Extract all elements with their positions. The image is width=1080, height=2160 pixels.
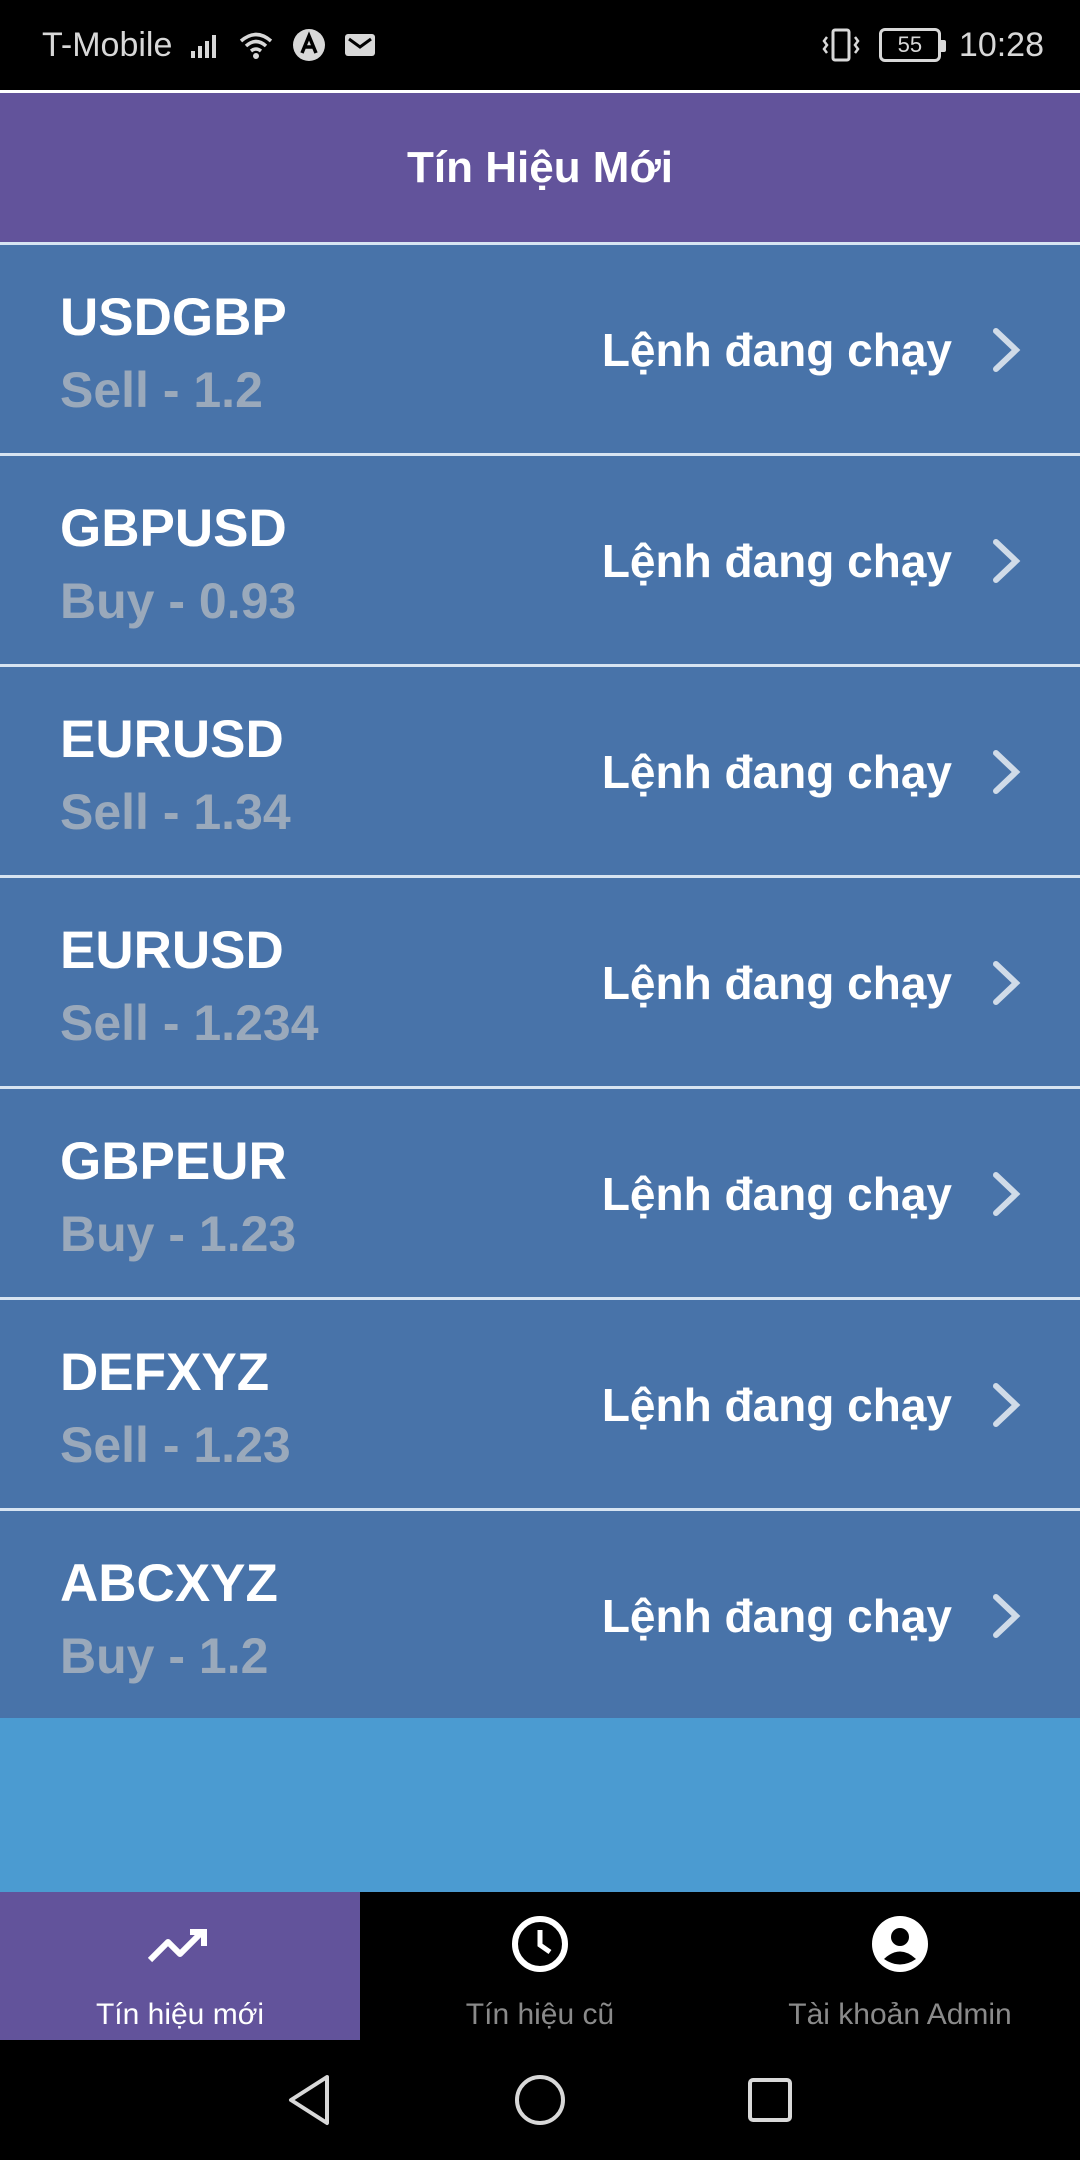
signal-pair: USDGBP [60, 288, 287, 347]
account-icon [868, 1912, 932, 1976]
tab-admin-account[interactable]: Tài khoản Admin [720, 1892, 1080, 2040]
signal-status: Lệnh đang chạy [601, 324, 952, 376]
signal-pair: EURUSD [60, 710, 284, 769]
vibrate-icon [821, 28, 861, 62]
tab-label: Tài khoản Admin [788, 1998, 1012, 2031]
carrier-label: T-Mobile [42, 25, 173, 64]
home-icon[interactable] [510, 2070, 570, 2130]
signal-detail: Sell - 1.234 [60, 995, 319, 1051]
signal-status: Lệnh đang chạy [601, 957, 952, 1009]
status-bar: T-Mobile 55 10:28 [0, 0, 1080, 90]
signal-detail: Buy - 0.93 [60, 573, 297, 629]
back-icon[interactable] [280, 2070, 340, 2130]
chevron-right-icon [993, 1172, 1021, 1216]
signal-detail: Sell - 1.23 [60, 1417, 291, 1473]
chevron-right-icon [993, 328, 1021, 372]
chevron-right-icon [993, 961, 1021, 1005]
clock-icon [508, 1912, 572, 1976]
signal-status: Lệnh đang chạy [601, 746, 952, 798]
signal-row[interactable]: EURUSD Sell - 1.34 Lệnh đang chạy [0, 664, 1080, 875]
battery-level: 55 [897, 32, 923, 57]
signal-pair: DEFXYZ [60, 1343, 270, 1402]
mail-icon [344, 31, 376, 59]
chevron-right-icon [993, 539, 1021, 583]
signal-row[interactable]: GBPUSD Buy - 0.93 Lệnh đang chạy [0, 453, 1080, 664]
battery-icon: 55 [878, 28, 946, 62]
signal-status: Lệnh đang chạy [601, 1168, 952, 1220]
system-nav-bar [0, 2040, 1080, 2160]
signal-pair: EURUSD [60, 921, 284, 980]
signal-row[interactable]: DEFXYZ Sell - 1.23 Lệnh đang chạy [0, 1297, 1080, 1508]
chevron-right-icon [993, 1594, 1021, 1638]
tab-label: Tín hiệu cũ [465, 1998, 615, 2031]
signal-status: Lệnh đang chạy [601, 535, 952, 587]
signal-detail: Sell - 1.34 [60, 784, 291, 840]
signal-detail: Buy - 1.23 [60, 1206, 297, 1262]
signal-detail: Buy - 1.2 [60, 1628, 269, 1684]
signal-list[interactable]: USDGBP Sell - 1.2 Lệnh đang chạy GBPUSD … [0, 242, 1080, 1892]
chevron-right-icon [993, 750, 1021, 794]
signal-detail: Sell - 1.2 [60, 362, 263, 418]
signal-row[interactable]: USDGBP Sell - 1.2 Lệnh đang chạy [0, 242, 1080, 453]
app-a-icon [292, 28, 326, 62]
signal-pair: GBPUSD [60, 499, 287, 558]
signal-row[interactable]: GBPEUR Buy - 1.23 Lệnh đang chạy [0, 1086, 1080, 1297]
page-title: Tín Hiệu Mới [407, 142, 673, 192]
bottom-tab-bar: Tín hiệu mới Tín hiệu cũ Tài khoản Admin [0, 1892, 1080, 2040]
signal-pair: GBPEUR [60, 1132, 287, 1191]
signal-status: Lệnh đang chạy [601, 1590, 952, 1642]
signal-pair: ABCXYZ [60, 1554, 278, 1613]
clock-time: 10:28 [958, 25, 1044, 64]
status-right: 55 10:28 [821, 26, 1044, 65]
app-header: Tín Hiệu Mới [0, 90, 1080, 242]
wifi-icon [238, 30, 274, 60]
tab-new-signals[interactable]: Tín hiệu mới [0, 1892, 360, 2040]
signal-status: Lệnh đang chạy [601, 1379, 952, 1431]
signal-row[interactable]: EURUSD Sell - 1.234 Lệnh đang chạy [0, 875, 1080, 1086]
trending-up-icon [148, 1912, 212, 1976]
status-left: T-Mobile [42, 26, 376, 65]
chevron-right-icon [993, 1383, 1021, 1427]
signal-row[interactable]: ABCXYZ Buy - 1.2 Lệnh đang chạy [0, 1508, 1080, 1718]
recents-icon[interactable] [740, 2070, 800, 2130]
signal-icon [190, 31, 220, 59]
tab-label: Tín hiệu mới [95, 1998, 265, 2031]
tab-old-signals[interactable]: Tín hiệu cũ [360, 1892, 720, 2040]
